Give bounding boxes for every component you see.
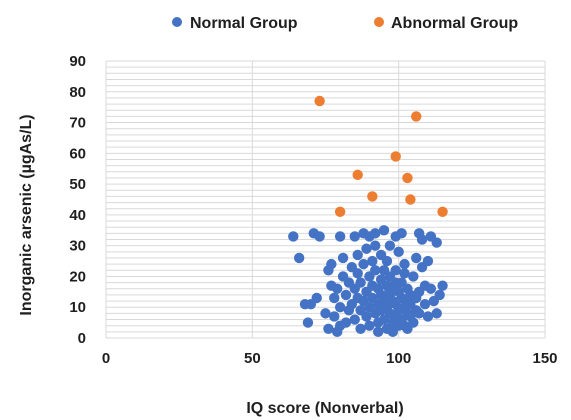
y-axis-title: Inorganic arsenic (µgAs/L) [18, 114, 35, 315]
data-point [334, 206, 346, 218]
data-point [416, 234, 428, 245]
data-point [349, 314, 360, 325]
y-tick-label: 70 [69, 115, 86, 132]
data-point [355, 323, 366, 334]
data-point [329, 311, 340, 322]
data-point [314, 231, 325, 242]
data-point [381, 255, 393, 267]
gridlines [105, 60, 546, 339]
data-point [411, 111, 422, 122]
data-point [314, 95, 325, 107]
legend-marker-normal-group [172, 17, 182, 27]
data-point [352, 169, 363, 181]
x-axis-title: IQ score (Nonverbal) [246, 400, 403, 417]
y-axis-ticks: 0 10 20 30 40 50 60 70 80 90 [69, 53, 86, 347]
data-point [381, 289, 393, 301]
legend: Normal Group Abnormal Group [172, 15, 518, 32]
data-point [431, 237, 442, 248]
data-point [302, 317, 314, 328]
data-point [419, 298, 431, 310]
data-point [370, 240, 381, 251]
y-tick-label: 0 [78, 330, 86, 347]
legend-label-abnormal-group: Abnormal Group [391, 15, 518, 32]
data-point [370, 228, 381, 239]
data-point [337, 252, 349, 264]
y-tick-label: 90 [69, 53, 86, 70]
data-point [378, 225, 390, 236]
data-point [334, 231, 346, 242]
legend-marker-abnormal-group [374, 17, 384, 27]
y-tick-label: 20 [69, 268, 86, 285]
data-point [334, 302, 346, 313]
data-point [361, 311, 372, 322]
data-point [399, 320, 410, 331]
x-axis-ticks: 0 50 100 150 [102, 350, 558, 367]
data-point [422, 255, 434, 267]
data-point [352, 249, 363, 261]
y-tick-label: 30 [69, 238, 86, 255]
data-point [384, 240, 396, 251]
data-point [396, 228, 407, 239]
x-tick-label: 100 [386, 350, 411, 367]
data-point [393, 246, 404, 258]
data-point [329, 292, 340, 304]
data-point [437, 206, 448, 218]
data-point [320, 308, 331, 319]
y-tick-label: 60 [69, 145, 86, 162]
data-points [288, 95, 448, 338]
data-point [323, 323, 334, 334]
data-point [288, 231, 299, 242]
data-point [390, 277, 401, 288]
data-point [370, 265, 381, 276]
data-point [399, 268, 410, 279]
x-tick-label: 0 [102, 350, 110, 367]
data-point [326, 258, 337, 270]
series-normal-group [288, 225, 448, 338]
legend-label-normal-group: Normal Group [190, 15, 298, 32]
y-tick-label: 10 [69, 299, 86, 316]
data-point [408, 271, 419, 282]
plot-area: 0 10 20 30 40 50 60 70 80 90 0 50 100 150 [69, 53, 557, 367]
data-point [340, 317, 352, 328]
data-point [293, 252, 305, 264]
data-point [411, 252, 422, 264]
data-point [355, 277, 366, 288]
data-point [311, 292, 322, 304]
y-tick-label: 50 [69, 176, 86, 193]
data-point [361, 243, 372, 254]
data-point [358, 258, 369, 270]
data-point [390, 151, 401, 162]
data-point [399, 258, 410, 270]
data-point [364, 320, 375, 331]
data-point [390, 265, 401, 276]
data-point [340, 289, 352, 301]
data-point [408, 317, 419, 328]
data-point [437, 280, 448, 291]
data-point [402, 172, 413, 184]
data-point [332, 283, 343, 294]
data-point [372, 326, 384, 338]
y-tick-label: 40 [69, 207, 86, 224]
data-point [367, 255, 378, 267]
y-tick-label: 80 [69, 84, 86, 101]
series-abnormal-group [314, 95, 448, 218]
data-point [367, 191, 378, 202]
data-point [349, 231, 360, 242]
data-point [422, 311, 434, 322]
x-tick-label: 150 [532, 350, 557, 367]
data-point [434, 289, 445, 301]
data-point [405, 194, 416, 205]
x-tick-label: 50 [244, 350, 261, 367]
data-point [413, 308, 425, 319]
data-point [425, 283, 437, 294]
data-point [431, 308, 442, 319]
data-point [352, 268, 363, 279]
